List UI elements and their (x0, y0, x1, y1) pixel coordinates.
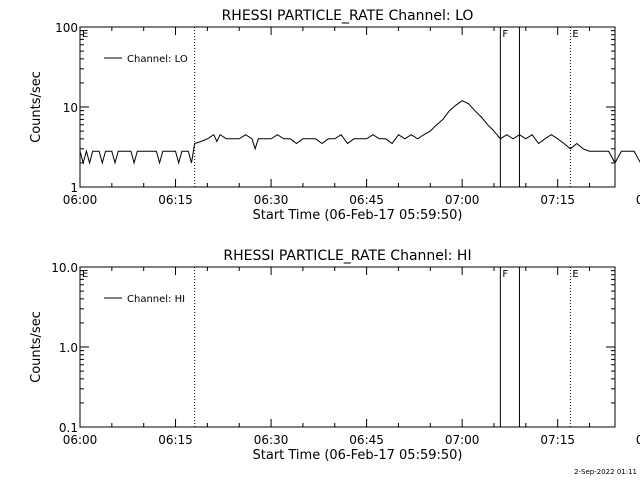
y-axis-label: Counts/sec (29, 71, 44, 143)
x-tick-label: 06:00 (63, 433, 98, 447)
x-tick-label: 06:30 (254, 193, 289, 207)
chart-title: RHESSI PARTICLE_RATE Channel: HI (223, 248, 471, 264)
event-marker-label: E (82, 29, 88, 40)
x-tick-label: 07:30 (636, 433, 640, 447)
x-tick-label: 06:45 (349, 433, 384, 447)
x-tick-label: 07:30 (636, 193, 640, 207)
event-marker-label: F (502, 29, 508, 40)
x-tick-label: 06:45 (349, 193, 384, 207)
y-tick-label: 1 (70, 181, 78, 195)
plot-frame (79, 26, 616, 188)
x-tick-label: 07:15 (540, 433, 575, 447)
x-tick-label: 07:15 (540, 193, 575, 207)
x-tick-label: 06:00 (63, 193, 98, 207)
y-tick-label: 10.0 (51, 261, 78, 275)
y-tick-label: 1.0 (59, 341, 78, 355)
event-marker-label: F (502, 269, 508, 280)
x-axis-label: Start Time (06-Feb-17 05:59:50) (253, 208, 463, 223)
x-axis-label: Start Time (06-Feb-17 05:59:50) (253, 448, 463, 463)
y-tick-label: 100 (55, 21, 78, 35)
event-marker-label: E (82, 269, 88, 280)
event-marker-label: E (572, 269, 578, 280)
generation-timestamp: 2-Sep-2022 01:11 (574, 468, 637, 476)
legend-label: Channel: LO (127, 54, 188, 65)
x-tick-label: 06:15 (158, 433, 193, 447)
legend-label: Channel: HI (127, 294, 185, 305)
x-tick-label: 06:15 (158, 193, 193, 207)
chart-panel-lo: RHESSI PARTICLE_RATE Channel: LO 1 10 100 06… (29, 8, 640, 223)
plot-frame (79, 266, 616, 428)
x-tick-label: 07:00 (445, 193, 480, 207)
y-tick-label: 10 (63, 101, 78, 115)
series-line-lo (79, 100, 640, 165)
y-axis-label: Counts/sec (29, 311, 44, 383)
chart-panel-hi: RHESSI PARTICLE_RATE Channel: HI 0.1 1.0 10… (29, 248, 640, 463)
y-tick-label: 0.1 (59, 421, 78, 435)
event-marker-label: E (572, 29, 578, 40)
x-tick-label: 06:30 (254, 433, 289, 447)
x-tick-label: 07:00 (445, 433, 480, 447)
chart-title: RHESSI PARTICLE_RATE Channel: LO (222, 8, 474, 24)
